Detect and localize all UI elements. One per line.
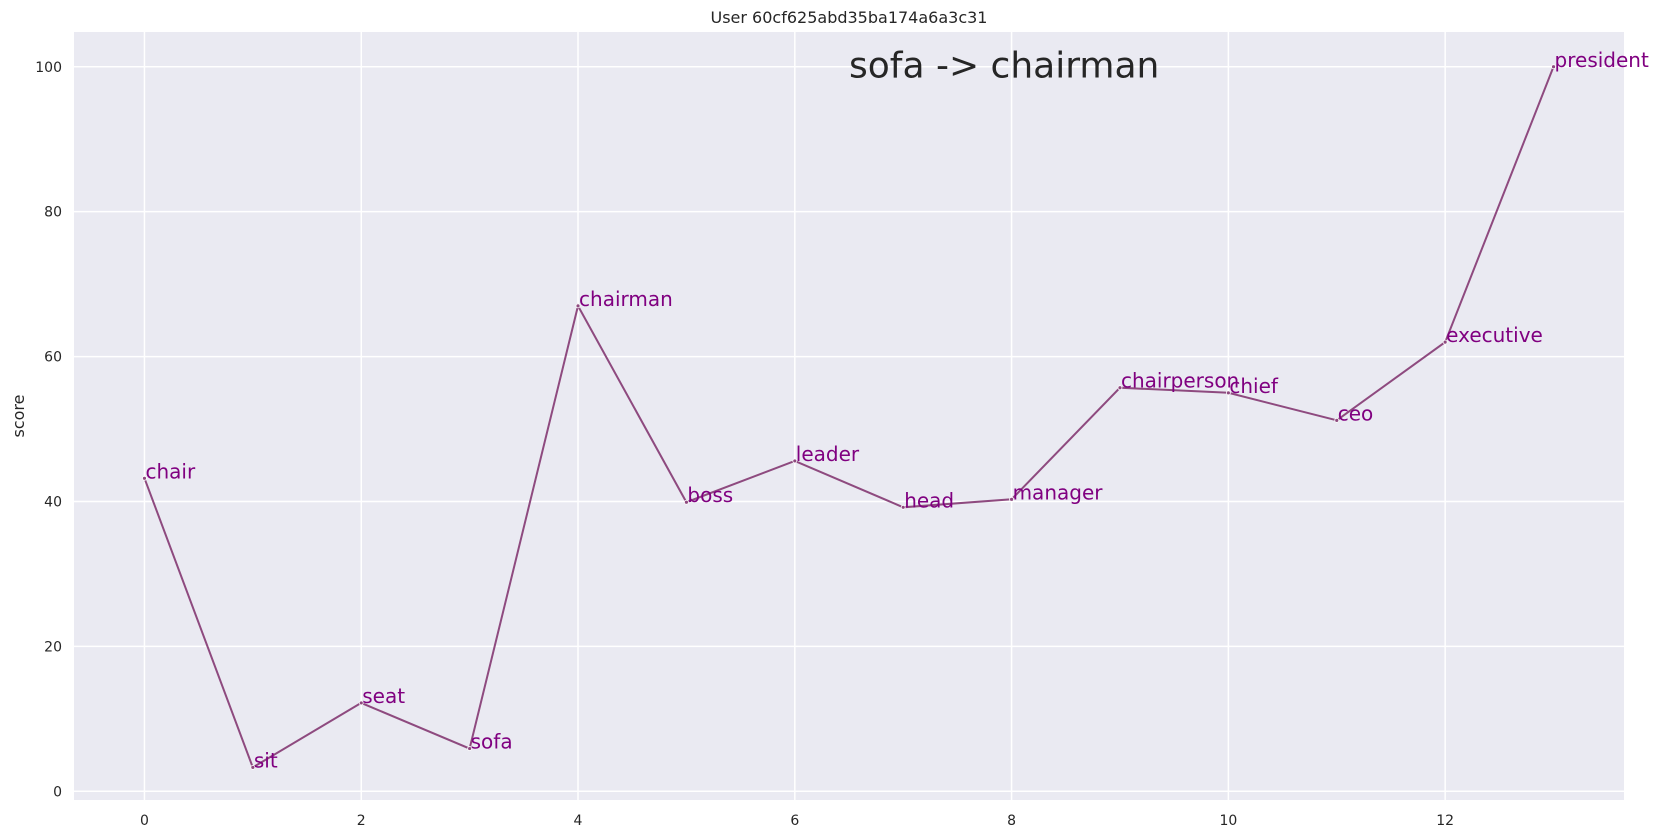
x-tick-label: 4 — [574, 813, 583, 829]
point-label: sofa — [471, 730, 513, 754]
x-tick-label: 2 — [357, 813, 366, 829]
x-tick-label: 12 — [1436, 813, 1454, 829]
series-line — [143, 66, 1555, 769]
y-tick-labels: 0 20 40 60 80 100 — [35, 60, 62, 801]
point-label: president — [1555, 48, 1649, 72]
x-tick-label: 6 — [790, 813, 799, 829]
plot-background — [74, 32, 1624, 800]
data-point — [792, 458, 798, 464]
x-tick-labels: 0 2 4 6 8 10 12 — [140, 813, 1454, 829]
point-label: head — [904, 488, 954, 512]
data-point — [1117, 385, 1123, 391]
point-label: seat — [362, 684, 405, 708]
data-point — [250, 764, 256, 770]
y-tick-label: 20 — [44, 639, 62, 655]
data-point — [575, 303, 581, 309]
data-point — [1551, 64, 1556, 70]
point-label: chairperson — [1121, 369, 1239, 393]
point-label: chair — [145, 459, 195, 483]
chart-title: User 60cf625abd35ba174a6a3c31 — [711, 8, 988, 27]
data-point — [684, 499, 689, 505]
point-label: chief — [1229, 374, 1279, 398]
point-labels: chair sit seat sofa chairman boss leader head ma… — [145, 48, 1649, 773]
y-tick-label: 80 — [44, 205, 62, 221]
data-point — [1225, 390, 1231, 396]
y-tick-label: 60 — [44, 350, 62, 366]
data-point — [900, 504, 906, 510]
y-axis-title: score — [9, 395, 28, 438]
data-points — [142, 64, 1556, 770]
point-label: boss — [687, 483, 733, 507]
data-point — [358, 700, 364, 706]
data-point — [1009, 496, 1014, 502]
x-tick-label: 10 — [1219, 813, 1237, 829]
point-label: chairman — [579, 287, 673, 311]
point-label: manager — [1013, 480, 1104, 504]
x-tick-label: 8 — [1007, 813, 1016, 829]
chart-annotation: sofa -> chairman — [849, 46, 1159, 87]
point-label: sit — [254, 748, 278, 772]
gridlines — [74, 32, 1624, 800]
y-tick-label: 0 — [53, 784, 62, 800]
y-tick-label: 100 — [35, 60, 62, 76]
data-point — [1442, 339, 1448, 345]
data-point — [467, 746, 473, 751]
point-label: ceo — [1338, 401, 1374, 425]
y-tick-label: 40 — [44, 494, 62, 510]
point-label: executive — [1446, 323, 1543, 347]
point-label: leader — [796, 442, 860, 466]
x-tick-label: 0 — [140, 813, 149, 829]
data-point — [1334, 417, 1340, 423]
data-point — [142, 475, 147, 481]
